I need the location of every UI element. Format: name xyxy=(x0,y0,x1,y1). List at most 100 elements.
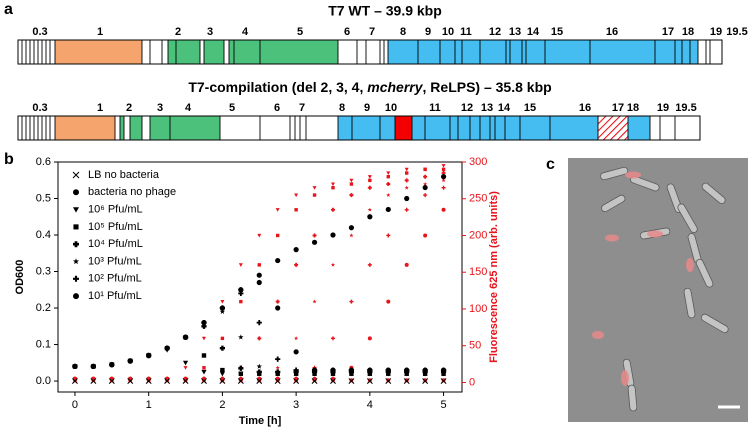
marker xyxy=(312,186,317,190)
marker xyxy=(441,164,446,168)
gene xyxy=(204,40,224,64)
marker xyxy=(219,345,226,351)
y2-tick-label: 200 xyxy=(469,229,487,241)
y-tick-label: 0.4 xyxy=(36,229,51,241)
marker xyxy=(275,299,280,304)
marker xyxy=(349,193,354,198)
marker xyxy=(441,167,446,172)
gene-label: 19 xyxy=(710,26,722,38)
marker xyxy=(202,366,206,370)
marker xyxy=(73,224,79,230)
gene xyxy=(55,116,115,140)
marker xyxy=(330,378,336,385)
marker xyxy=(220,367,225,373)
marker xyxy=(440,367,447,373)
gene-label: 4 xyxy=(185,102,192,114)
marker xyxy=(294,208,298,212)
marker xyxy=(367,262,372,267)
marker xyxy=(275,257,281,264)
marker xyxy=(73,275,79,282)
marker xyxy=(330,182,335,187)
marker xyxy=(349,378,354,383)
marker xyxy=(219,305,226,311)
marker xyxy=(201,320,207,326)
marker xyxy=(423,174,428,179)
y-tick-label: 0.3 xyxy=(36,265,51,277)
marker xyxy=(220,336,225,341)
marker xyxy=(182,334,189,340)
genome-outline xyxy=(17,115,701,141)
gene-label: 11 xyxy=(429,102,441,114)
gene xyxy=(395,116,412,140)
marker xyxy=(385,378,392,385)
title-part: T7-compilation (del 2, 3, 4, xyxy=(188,79,367,95)
y2-tick-label: 0 xyxy=(469,376,475,388)
plot-frame xyxy=(57,161,463,393)
legend-label: 10¹ Pfu/mL xyxy=(88,290,142,302)
marker xyxy=(367,378,372,383)
marker xyxy=(219,371,226,377)
marker xyxy=(348,378,355,385)
marker xyxy=(422,378,429,385)
marker xyxy=(256,320,262,326)
marker xyxy=(72,378,78,385)
gene-label: 1 xyxy=(97,26,103,38)
marker xyxy=(440,378,447,385)
genome-outline xyxy=(17,39,723,65)
marker xyxy=(422,184,428,191)
marker xyxy=(367,185,372,190)
x-tick-label: 5 xyxy=(441,399,447,411)
marker xyxy=(127,378,134,385)
map-title: T7 WT – 39.9 kbp xyxy=(328,3,442,19)
marker xyxy=(275,305,281,311)
gene-label: 5 xyxy=(229,102,235,114)
marker xyxy=(182,378,189,385)
title-part: , ReLPS) – 35.8 kbp xyxy=(423,79,552,95)
gene-label: 12 xyxy=(489,26,501,38)
marker xyxy=(330,336,335,341)
marker xyxy=(312,299,317,304)
marker xyxy=(331,186,335,190)
marker xyxy=(349,178,354,183)
gene-label: 14 xyxy=(498,102,511,114)
gene-label: 16 xyxy=(579,102,591,114)
marker xyxy=(386,171,391,176)
x-tick-label: 2 xyxy=(219,399,225,411)
marker xyxy=(294,262,299,267)
marker xyxy=(274,369,281,375)
marker xyxy=(404,185,409,190)
marker xyxy=(256,378,263,385)
marker xyxy=(201,353,207,358)
marker xyxy=(367,207,372,212)
gene xyxy=(130,116,142,140)
micrograph xyxy=(568,158,748,422)
marker xyxy=(386,182,391,187)
marker xyxy=(423,233,428,238)
gene xyxy=(120,116,124,140)
gene-label: 2 xyxy=(126,102,132,114)
gene-label: 14 xyxy=(527,26,540,38)
gene-label: 10 xyxy=(385,102,397,114)
gene-label: 18 xyxy=(682,26,694,38)
y2-tick-label: 50 xyxy=(469,340,481,352)
gene-label: 19.5 xyxy=(675,102,696,114)
y-tick-label: 0.0 xyxy=(36,375,51,387)
marker xyxy=(145,378,152,385)
marker xyxy=(348,225,355,231)
gene-label: 17 xyxy=(612,102,624,114)
marker xyxy=(257,263,261,267)
gene xyxy=(628,116,650,140)
marker xyxy=(404,207,409,212)
gene-label: 8 xyxy=(339,102,345,114)
gene-label: 5 xyxy=(297,26,303,38)
gene xyxy=(168,40,200,64)
legend-label: 10⁴ Pfu/mL xyxy=(88,238,143,250)
marker xyxy=(330,367,336,373)
marker xyxy=(293,247,299,253)
gene-label: 19 xyxy=(657,102,669,114)
marker xyxy=(274,378,281,385)
gene-label: 13 xyxy=(509,26,521,38)
y-axis-label: OD600 xyxy=(14,260,26,295)
marker xyxy=(441,185,446,190)
marker xyxy=(441,178,446,183)
